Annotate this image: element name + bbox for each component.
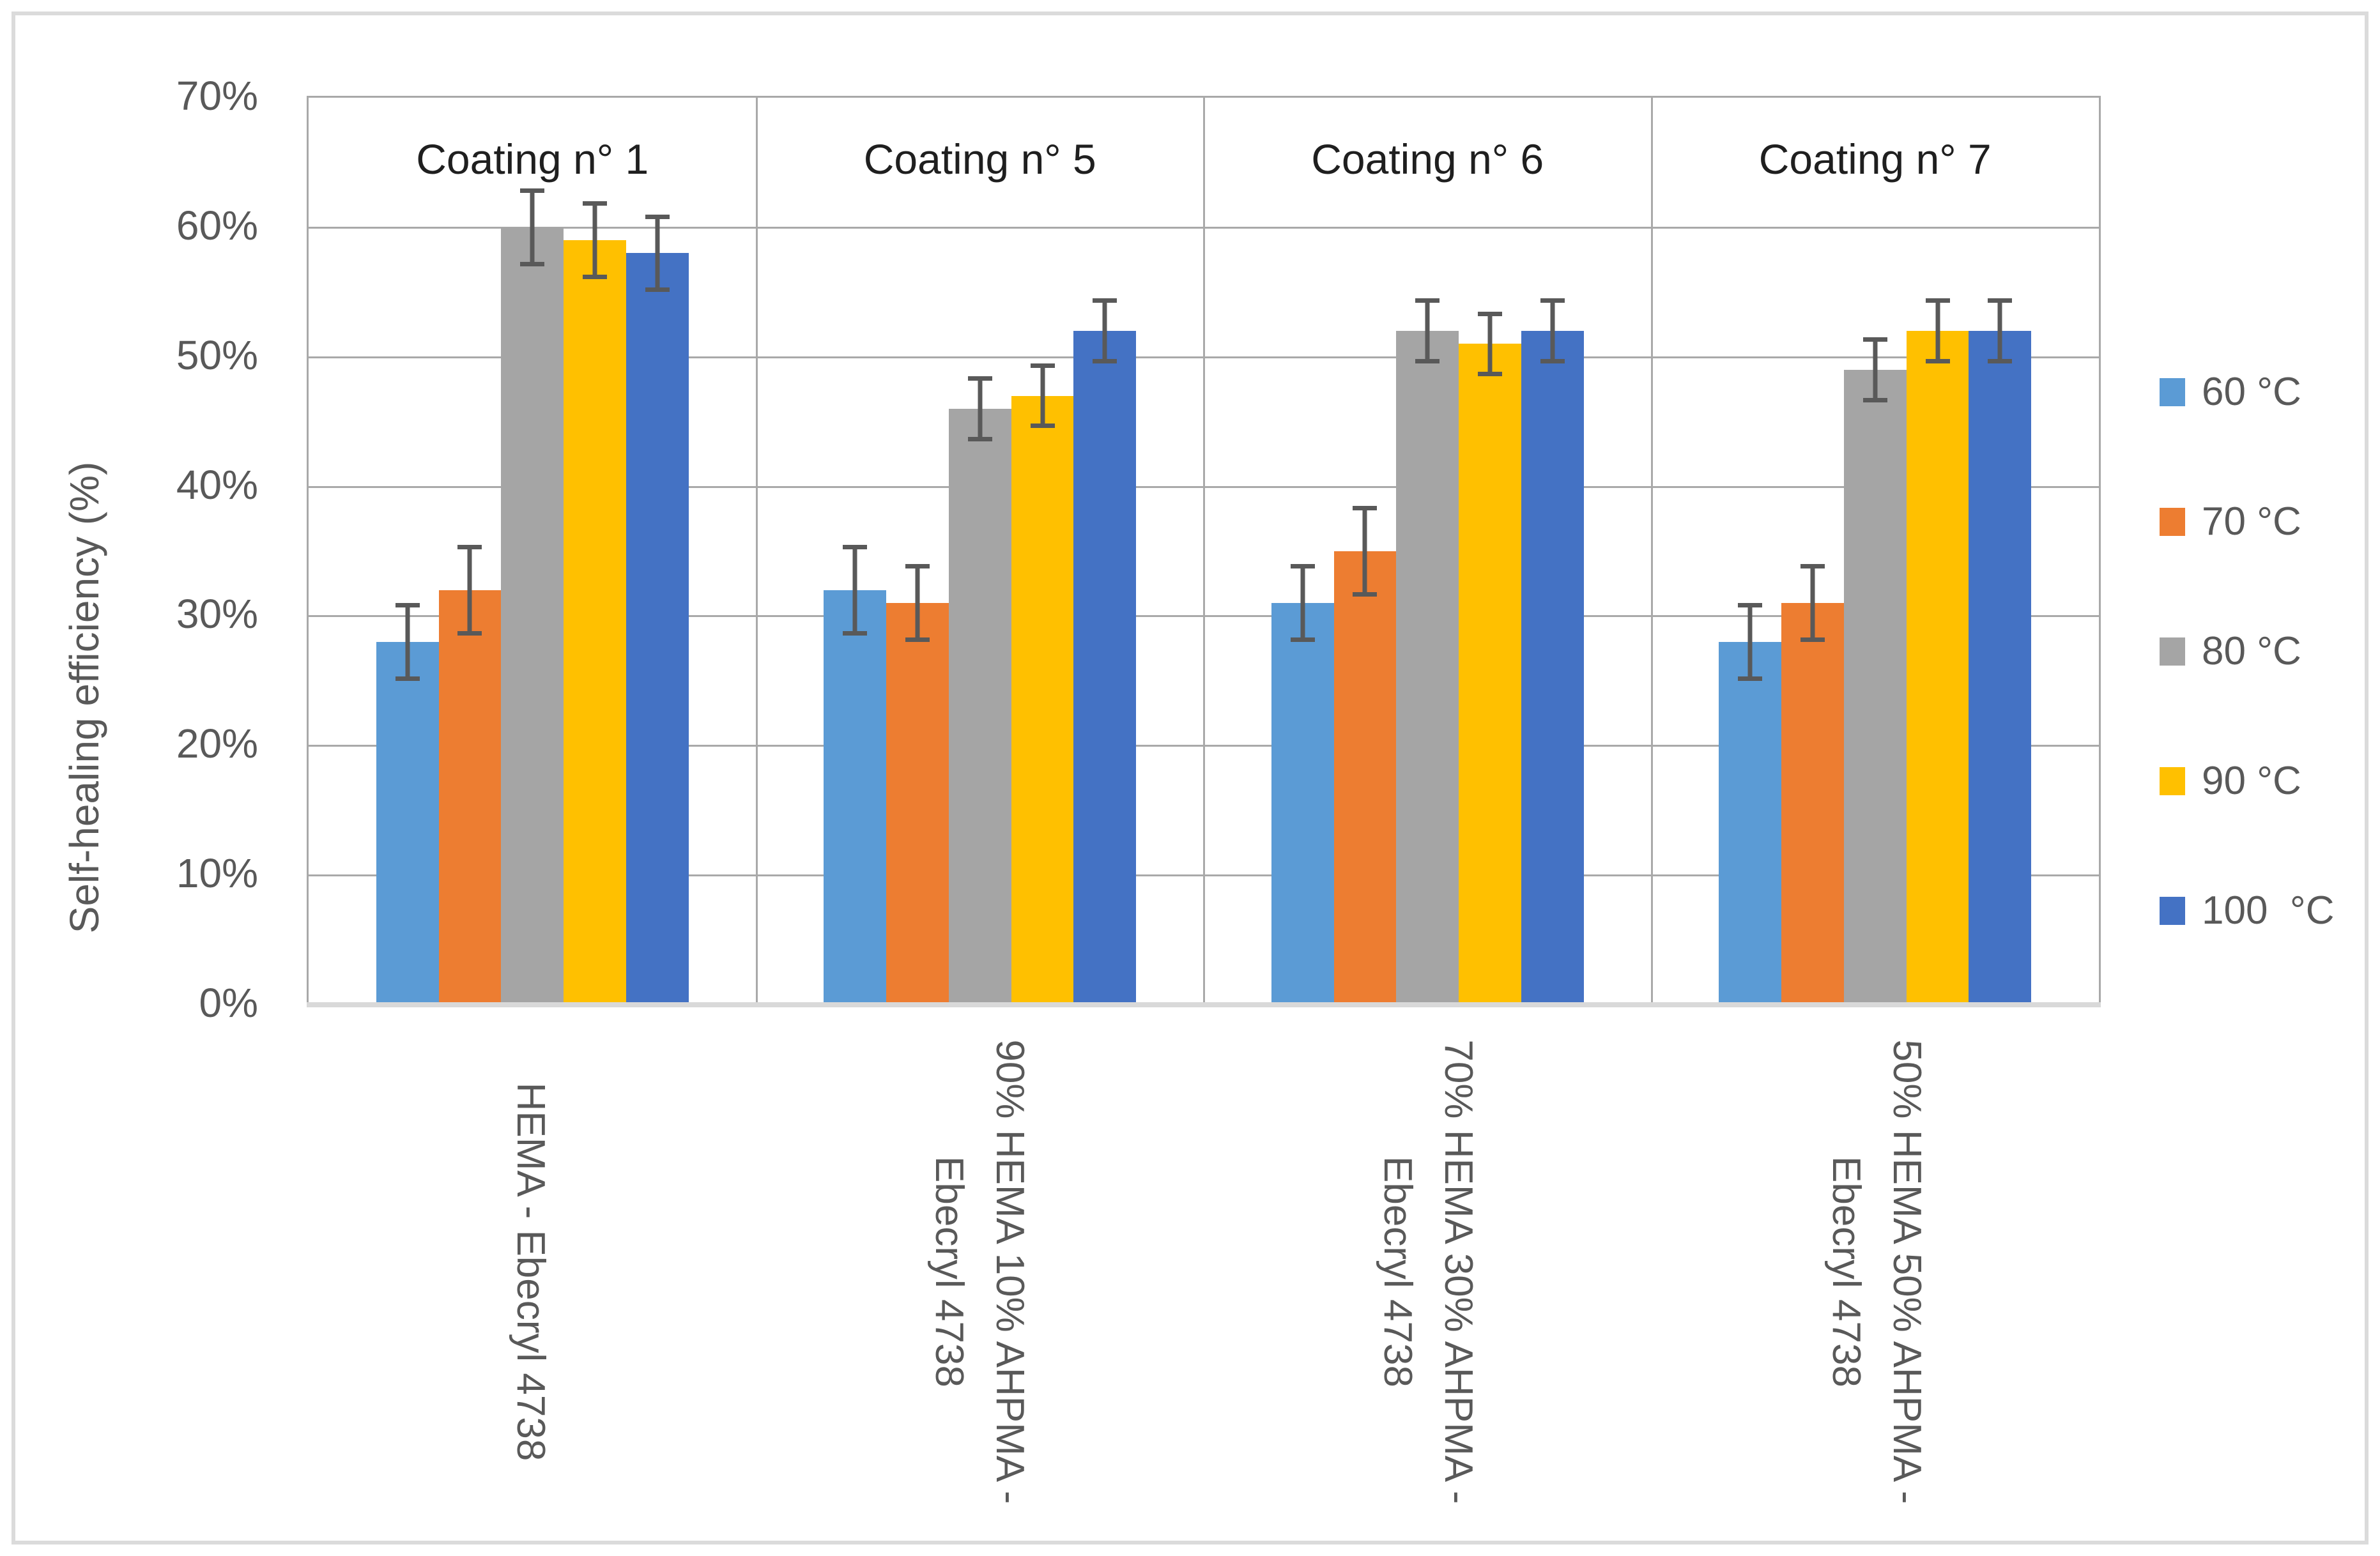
bar bbox=[626, 253, 689, 1005]
bar-cluster bbox=[1719, 98, 2032, 1005]
group-title: Coating n° 6 bbox=[1311, 135, 1544, 183]
y-tick-label: 0% bbox=[199, 980, 259, 1026]
y-axis-tick-labels: 70% 60% 50% 40% 30% 20% 10% 0% bbox=[15, 73, 258, 1026]
bar bbox=[564, 240, 626, 1005]
y-tick-label: 50% bbox=[176, 332, 258, 378]
category-group: Coating n° 5 bbox=[756, 98, 1204, 1005]
error-bar bbox=[1353, 506, 1378, 597]
error-bar bbox=[457, 544, 482, 636]
legend-swatch bbox=[2160, 637, 2185, 666]
legend-label: 60 °C bbox=[2202, 370, 2301, 414]
legend-label: 70 °C bbox=[2202, 500, 2301, 544]
bar bbox=[1073, 331, 1137, 1005]
group-separator bbox=[755, 98, 758, 1005]
error-bar bbox=[1030, 363, 1055, 429]
plot-area: Coating n° 1 Coating n° 5 Coating n° 6 Coat… bbox=[307, 96, 2101, 1007]
error-bar bbox=[1800, 564, 1825, 642]
error-bar bbox=[520, 188, 545, 266]
error-bar bbox=[1738, 603, 1763, 681]
error-bar bbox=[645, 214, 670, 293]
bar bbox=[1719, 642, 1782, 1005]
legend-entry: 70 °C bbox=[2160, 499, 2334, 544]
legend-entry: 80 °C bbox=[2160, 629, 2334, 674]
legend: 60 °C 70 °C 80 °C 90 °C 100 °C bbox=[2160, 369, 2334, 933]
legend-swatch bbox=[2160, 767, 2185, 795]
bar bbox=[438, 590, 502, 1005]
bar bbox=[501, 227, 564, 1005]
bar-cluster bbox=[824, 98, 1137, 1005]
error-bar bbox=[1093, 298, 1117, 363]
category-group: Coating n° 6 bbox=[1204, 98, 1652, 1005]
bar-cluster bbox=[376, 98, 689, 1005]
chart-figure: Self-healing efficiency (%) 70% 60% 50% 40%… bbox=[12, 11, 2368, 1545]
error-bar bbox=[1540, 298, 1565, 363]
y-tick-label: 10% bbox=[176, 850, 258, 897]
bar bbox=[1521, 331, 1584, 1005]
legend-label: 90 °C bbox=[2202, 759, 2301, 803]
bar bbox=[1333, 551, 1397, 1005]
bar bbox=[1271, 603, 1334, 1005]
bar bbox=[1969, 331, 2032, 1005]
bar bbox=[886, 603, 949, 1005]
legend-swatch bbox=[2160, 507, 2185, 536]
error-bar bbox=[843, 544, 868, 636]
bar bbox=[1906, 331, 1969, 1005]
error-bar bbox=[1478, 311, 1503, 377]
y-tick-label: 20% bbox=[176, 721, 258, 767]
legend-label: 80 °C bbox=[2202, 629, 2301, 673]
legend-entry: 90 °C bbox=[2160, 758, 2334, 804]
x-category-label-text: 70% HEMA 30% AHPMA - Ebecryl 4738 bbox=[1376, 1039, 1480, 1504]
error-bar bbox=[1988, 298, 2013, 363]
legend-swatch bbox=[2160, 378, 2185, 406]
x-category-label-text: HEMA - Ebecryl 4738 bbox=[509, 1082, 553, 1461]
x-category-label-text: 90% HEMA 10% AHPMA - Ebecryl 4738 bbox=[927, 1039, 1032, 1504]
error-bar bbox=[1925, 298, 1950, 363]
bar bbox=[824, 590, 887, 1005]
category-group: Coating n° 1 bbox=[309, 98, 756, 1005]
y-tick-label: 70% bbox=[176, 73, 258, 119]
bar bbox=[1843, 370, 1907, 1005]
y-tick-label: 30% bbox=[176, 591, 258, 637]
x-axis-line bbox=[307, 1002, 2101, 1007]
group-title: Coating n° 5 bbox=[863, 135, 1096, 183]
x-category-label-text: 50% HEMA 50% AHPMA - Ebecryl 4738 bbox=[1824, 1039, 1929, 1504]
bar bbox=[376, 642, 439, 1005]
x-category-label: 90% HEMA 10% AHPMA - Ebecryl 4738 bbox=[916, 1016, 1043, 1527]
bar bbox=[948, 408, 1011, 1005]
group-separator bbox=[1203, 98, 1205, 1005]
bar-groups: Coating n° 1 Coating n° 5 Coating n° 6 Coat… bbox=[309, 98, 2099, 1005]
group-separator bbox=[1650, 98, 1653, 1005]
legend-label: 100 °C bbox=[2202, 889, 2335, 933]
error-bar bbox=[1415, 298, 1440, 363]
x-category-label: HEMA - Ebecryl 4738 bbox=[467, 1016, 595, 1527]
error-bar bbox=[967, 376, 992, 441]
legend-entry: 60 °C bbox=[2160, 369, 2334, 415]
error-bar bbox=[1862, 337, 1887, 402]
error-bar bbox=[583, 201, 608, 279]
y-tick-label: 60% bbox=[176, 202, 258, 248]
bar-cluster bbox=[1271, 98, 1584, 1005]
legend-entry: 100 °C bbox=[2160, 888, 2334, 933]
bar bbox=[1396, 331, 1459, 1005]
y-tick-label: 40% bbox=[176, 461, 258, 508]
category-group: Coating n° 7 bbox=[1652, 98, 2100, 1005]
bar bbox=[1781, 603, 1844, 1005]
bar bbox=[1459, 344, 1521, 1005]
error-bar bbox=[905, 564, 930, 642]
error-bar bbox=[395, 603, 420, 681]
group-title: Coating n° 7 bbox=[1758, 135, 1992, 183]
bar bbox=[1011, 395, 1074, 1005]
group-title: Coating n° 1 bbox=[416, 135, 649, 183]
legend-swatch bbox=[2160, 896, 2185, 925]
x-category-label: 70% HEMA 30% AHPMA - Ebecryl 4738 bbox=[1364, 1016, 1492, 1527]
x-category-label: 50% HEMA 50% AHPMA - Ebecryl 4738 bbox=[1813, 1016, 1940, 1527]
error-bar bbox=[1290, 564, 1315, 642]
x-axis-labels: HEMA - Ebecryl 4738 90% HEMA 10% AHPMA - … bbox=[307, 1003, 2101, 1539]
